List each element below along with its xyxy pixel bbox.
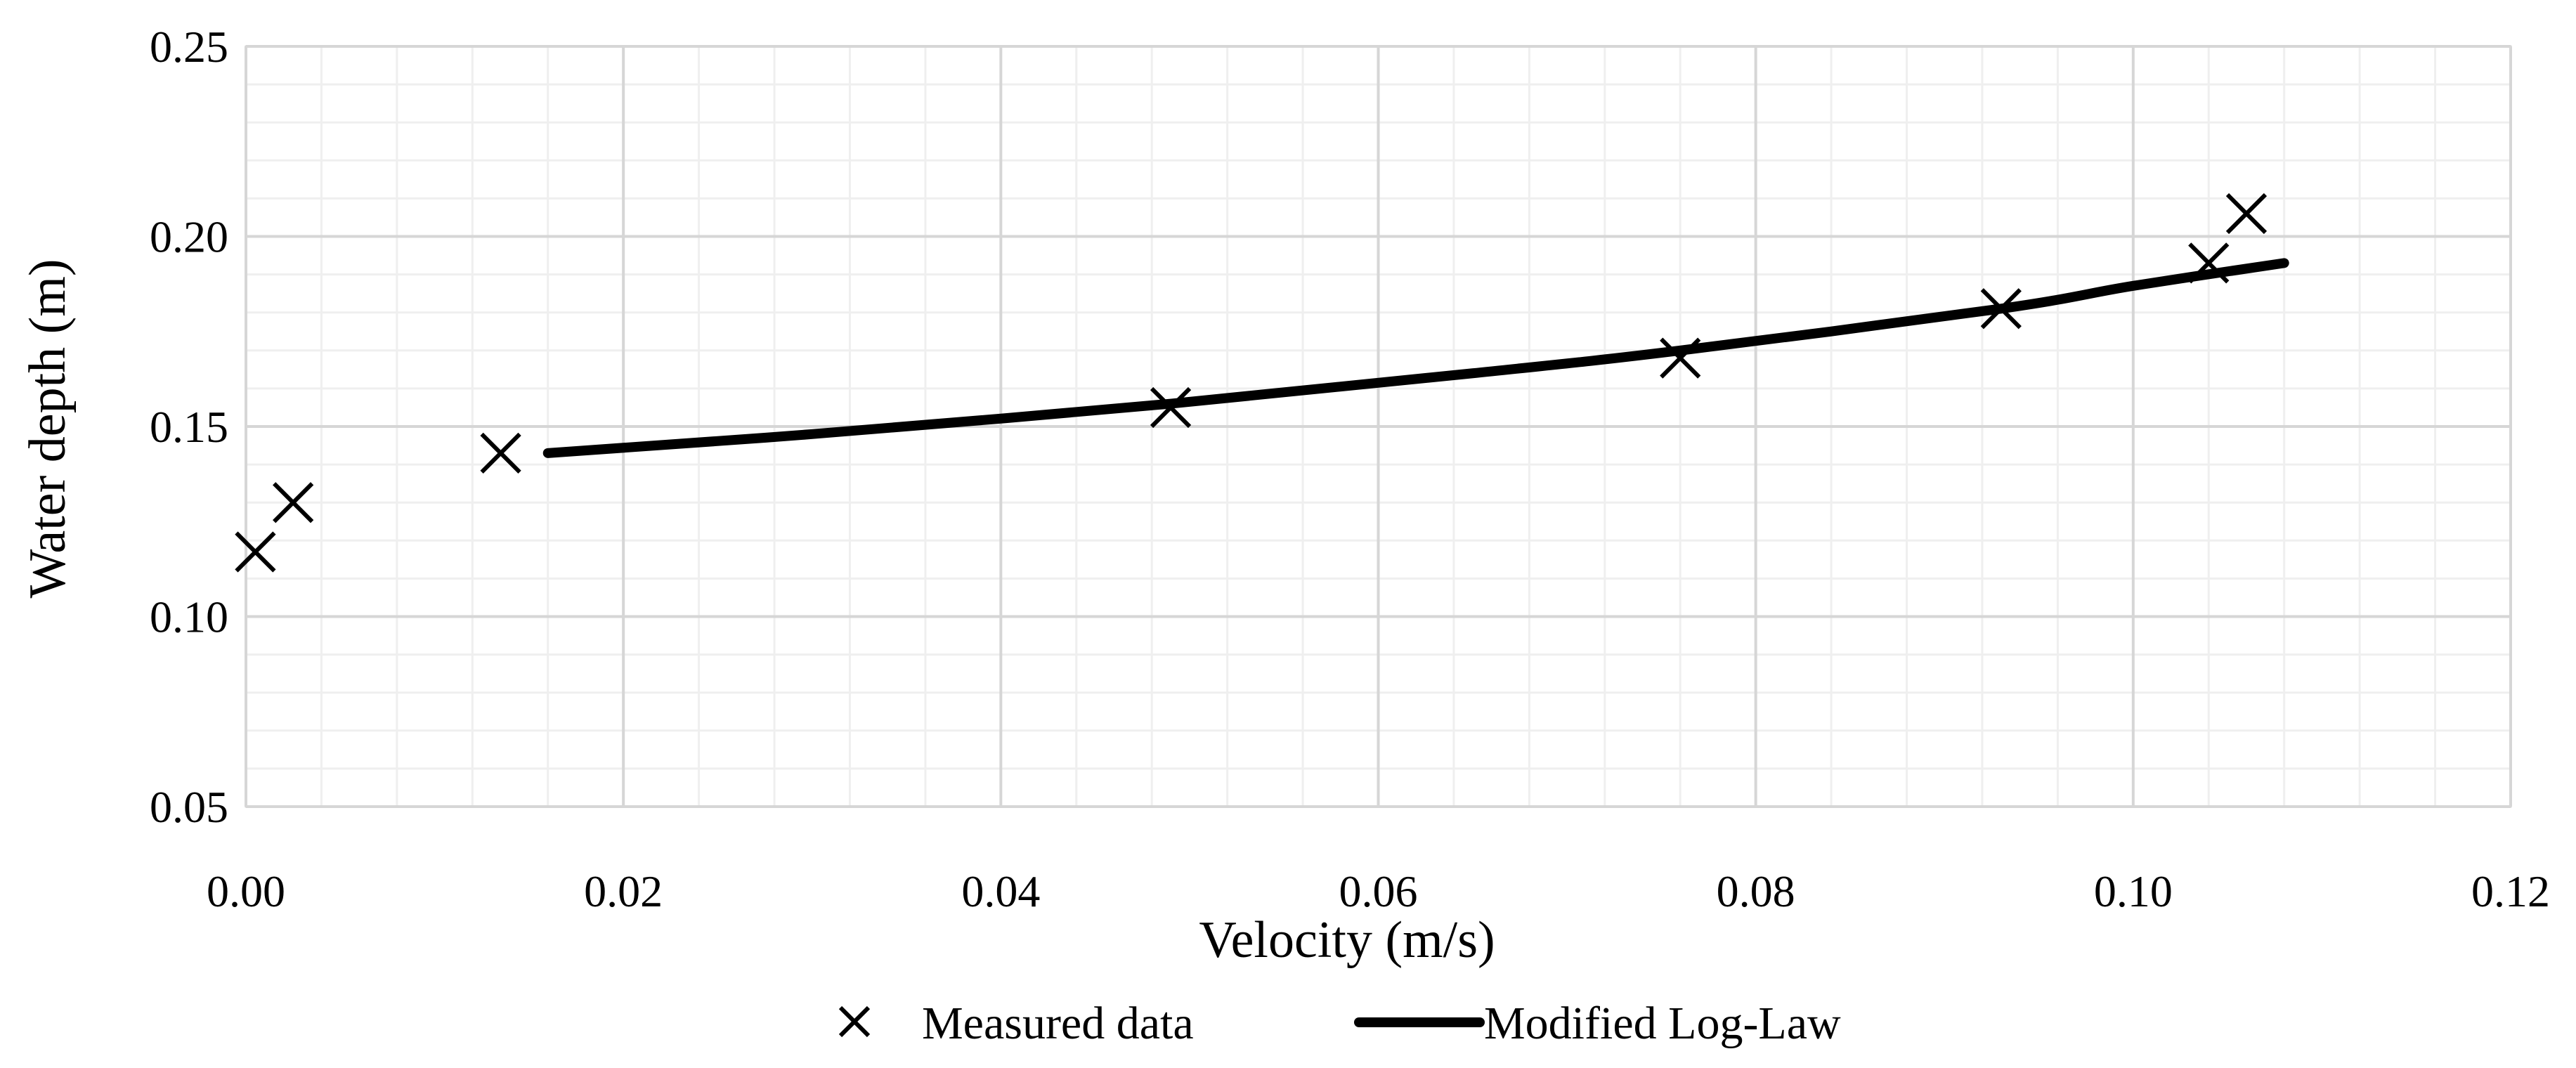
x-axis-label: Velocity (m/s) [1199, 911, 1495, 969]
data-point-measured [235, 531, 276, 573]
x-tick-label: 0.04 [961, 866, 1040, 916]
data-point-stroke [1980, 288, 2022, 330]
series-layer [235, 193, 2289, 573]
x-tick-labels: 0.00 0.02 0.04 0.06 0.08 0.10 0.12 [207, 866, 2550, 916]
data-point-measured [2188, 242, 2230, 284]
data-point-stroke [2188, 242, 2230, 284]
data-point-measured [1980, 288, 2022, 330]
legend-measured-marker [838, 1005, 871, 1038]
legend-measured-marker-stroke-b [838, 1005, 871, 1038]
y-tick-labels: 0.05 0.10 0.15 0.20 0.25 [150, 22, 228, 832]
data-point-stroke [1660, 337, 1701, 379]
legend-loglaw-label: Modified Log-Law [1484, 998, 1841, 1049]
data-point-measured [1660, 337, 1701, 379]
data-point-measured [480, 432, 521, 474]
data-point-stroke [273, 482, 314, 523]
data-point-stroke [480, 432, 521, 474]
data-point-measured [1150, 386, 1192, 429]
y-tick-label: 0.10 [150, 592, 228, 642]
data-point-stroke [235, 531, 276, 573]
y-tick-label: 0.05 [150, 782, 228, 832]
legend: Measured data Modified Log-Law [838, 998, 1841, 1049]
y-tick-label: 0.15 [150, 402, 228, 452]
x-tick-label: 0.00 [207, 866, 285, 916]
y-axis-label: Water depth (m) [19, 259, 77, 598]
series-line-modified-log-law [542, 258, 2289, 458]
y-tick-label: 0.25 [150, 22, 228, 72]
legend-measured-label: Measured data [922, 998, 1194, 1049]
x-tick-label: 0.12 [2471, 866, 2550, 916]
data-point-stroke [2225, 193, 2268, 235]
plot-area-frame [245, 45, 2512, 808]
x-tick-label: 0.06 [1339, 866, 1418, 916]
data-point-measured [273, 482, 314, 523]
x-tick-label: 0.08 [1717, 866, 1795, 916]
y-tick-label: 0.20 [150, 212, 228, 262]
x-tick-label: 0.02 [584, 866, 663, 916]
data-point-measured [2225, 193, 2268, 235]
x-tick-label: 0.10 [2094, 866, 2173, 916]
data-point-stroke [1150, 386, 1192, 429]
